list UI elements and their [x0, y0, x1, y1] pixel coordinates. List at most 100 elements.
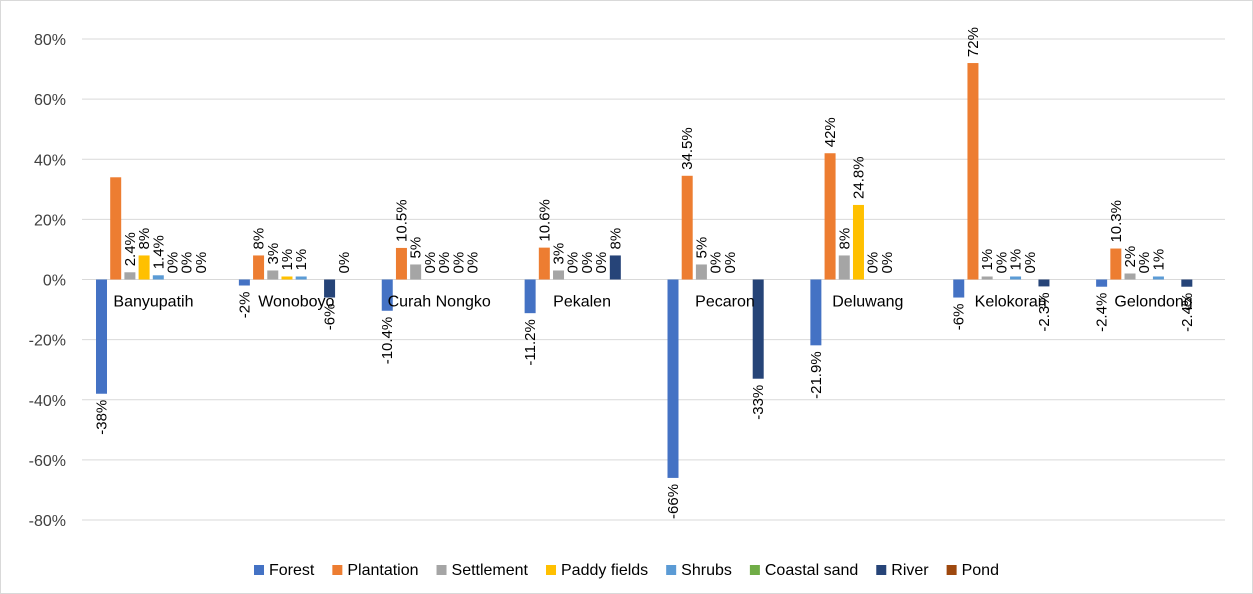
data-label-settlement-deluwang: 8%	[836, 228, 853, 250]
y-tick-label: -40%	[29, 393, 66, 410]
data-label-settlement-pekalen: 3%	[551, 243, 568, 265]
bar-shrubs-gelondong	[1152, 276, 1164, 280]
bar-river-wonoboyo	[324, 279, 336, 298]
bar-plantation-pekalen	[538, 247, 550, 280]
category-label-pecaron: Pecaron	[695, 294, 755, 311]
legend-label-pond: Pond	[962, 562, 999, 579]
legend-swatch-forest	[254, 565, 265, 575]
legend: Forest Plantation Settlement Paddy fields Sh…	[254, 562, 999, 579]
bar-settlement-pekalen	[553, 270, 565, 280]
bar-plantation-deluwang	[824, 153, 836, 280]
bar-forest-deluwang	[810, 279, 822, 346]
data-label-shrubs-wonoboyo: 1%	[293, 249, 310, 271]
legend-swatch-plantation	[332, 565, 343, 575]
y-tick-label: -80%	[29, 513, 66, 530]
bar-settlement-kelokoran	[981, 276, 993, 280]
bar-paddy-fields-deluwang	[852, 204, 864, 280]
legend-label-paddy-fields: Paddy fields	[561, 562, 648, 579]
legend-label-shrubs: Shrubs	[681, 562, 732, 579]
bar-plantation-gelondong	[1110, 248, 1122, 280]
bar-forest-kelokoran	[953, 279, 965, 298]
bar-forest-banyupatih	[96, 279, 107, 394]
data-label-river-curah-nongko: 0%	[464, 252, 481, 274]
bars	[96, 63, 1193, 478]
data-label-settlement-pecaron: 5%	[693, 237, 710, 259]
data-label-shrubs-pecaron: 0%	[722, 252, 739, 274]
data-label-coastal-sand-deluwang: 0%	[879, 252, 896, 274]
bar-settlement-deluwang	[838, 255, 850, 280]
bar-paddy-fields-banyupatih	[138, 255, 150, 280]
data-label-settlement-wonoboyo: 3%	[265, 243, 282, 265]
data-label-paddy-fields-pecaron: 0%	[708, 252, 725, 274]
data-label-river-pekalen: 8%	[607, 228, 624, 250]
data-label-forest-banyupatih: -38%	[94, 400, 111, 435]
bar-plantation-curah-nongko	[395, 247, 407, 280]
bar-forest-pekalen	[524, 279, 536, 314]
legend-swatch-settlement	[436, 565, 447, 575]
legend-label-coastal-sand: Coastal sand	[765, 562, 858, 579]
legend-swatch-coastal-sand	[749, 565, 760, 575]
data-label-river-banyupatih: 0%	[179, 252, 196, 274]
category-label-curah-nongko: Curah Nongko	[388, 294, 491, 311]
data-label-settlement-kelokoran: 1%	[979, 249, 996, 271]
y-axis: 80% 60% 40% 20% 0% -20% -40% -60% -80%	[29, 32, 66, 530]
bar-river-pekalen	[609, 255, 621, 280]
legend-label-plantation: Plantation	[347, 562, 418, 579]
bar-settlement-banyupatih	[124, 272, 136, 280]
data-label-paddy-fields-curah-nongko: 0%	[422, 252, 439, 274]
bar-settlement-wonoboyo	[267, 270, 279, 280]
bar-plantation-pecaron	[681, 175, 693, 280]
data-label-plantation-wonoboyo: 8%	[251, 228, 268, 250]
data-label-forest-wonoboyo: -2%	[236, 292, 253, 319]
data-label-shrubs-curah-nongko: 0%	[436, 252, 453, 274]
bar-forest-gelondong	[1096, 279, 1108, 287]
data-label-plantation-kelokoran: 72%	[965, 27, 982, 57]
y-tick-label: 80%	[34, 32, 66, 49]
data-label-paddy-fields-deluwang: 24.8%	[850, 156, 867, 199]
bar-shrubs-kelokoran	[1010, 276, 1022, 280]
data-label-forest-gelondong: -2.4%	[1094, 293, 1111, 332]
data-label-shrubs-kelokoran: 1%	[1008, 249, 1025, 271]
data-label-plantation-pecaron: 34.5%	[679, 127, 696, 170]
legend-swatch-river	[876, 565, 887, 575]
bar-forest-pecaron	[667, 279, 679, 478]
data-label-paddy-fields-gelondong: 0%	[1136, 252, 1153, 274]
data-label-settlement-gelondong: 2%	[1122, 246, 1139, 268]
data-label-settlement-curah-nongko: 5%	[408, 237, 425, 259]
data-label-shrubs-banyupatih: 1.4%	[150, 235, 167, 269]
data-label-river-kelokoran: -2.3%	[1036, 292, 1053, 331]
data-label-pond-wonoboyo: 0%	[336, 252, 353, 274]
data-label-coastal-sand-banyupatih: 0%	[165, 252, 182, 274]
data-label-river-wonoboyo: -6%	[322, 304, 339, 331]
bar-settlement-curah-nongko	[410, 264, 422, 280]
data-label-settlement-banyupatih: 2.4%	[122, 232, 139, 266]
bar-shrubs-wonoboyo	[295, 276, 307, 280]
category-label-kelokoran: Kelokoran	[975, 294, 1047, 311]
data-label-plantation-pekalen: 10.6%	[536, 199, 553, 242]
bar-forest-curah-nongko	[381, 279, 393, 311]
data-label-river-gelondong: -2.4%	[1179, 293, 1196, 332]
data-label-coastal-sand-kelokoran: 0%	[1022, 252, 1039, 274]
legend-label-forest: Forest	[269, 562, 315, 579]
data-label-shrubs-gelondong: 1%	[1150, 249, 1167, 271]
data-label-forest-deluwang: -21.9%	[808, 351, 825, 399]
category-label-deluwang: Deluwang	[832, 294, 903, 311]
category-label-wonoboyo: Wonoboyo	[258, 294, 334, 311]
data-labels: -38%2.4%8%1.4%0%0%0%-2%8%3%1%1%-6%0%-10.…	[94, 27, 1196, 519]
legend-swatch-shrubs	[666, 565, 677, 575]
data-label-forest-curah-nongko: -10.4%	[379, 317, 396, 365]
bar-plantation-kelokoran	[967, 63, 979, 280]
data-label-plantation-deluwang: 42%	[822, 117, 839, 147]
category-label-banyupatih: Banyupatih	[113, 294, 193, 311]
category-labels: Banyupatih Wonoboyo Curah Nongko Pekalen Pec…	[113, 294, 1192, 311]
data-label-coastal-sand-curah-nongko: 0%	[450, 252, 467, 274]
data-label-river-pecaron: -33%	[750, 385, 767, 420]
data-label-forest-pekalen: -11.2%	[522, 319, 539, 365]
y-tick-label: 40%	[34, 152, 66, 169]
bar-river-kelokoran	[1038, 279, 1050, 287]
data-label-plantation-curah-nongko: 10.5%	[393, 199, 410, 242]
bar-river-gelondong	[1181, 279, 1193, 287]
legend-swatch-pond	[946, 565, 957, 575]
y-tick-label: -60%	[29, 453, 66, 470]
